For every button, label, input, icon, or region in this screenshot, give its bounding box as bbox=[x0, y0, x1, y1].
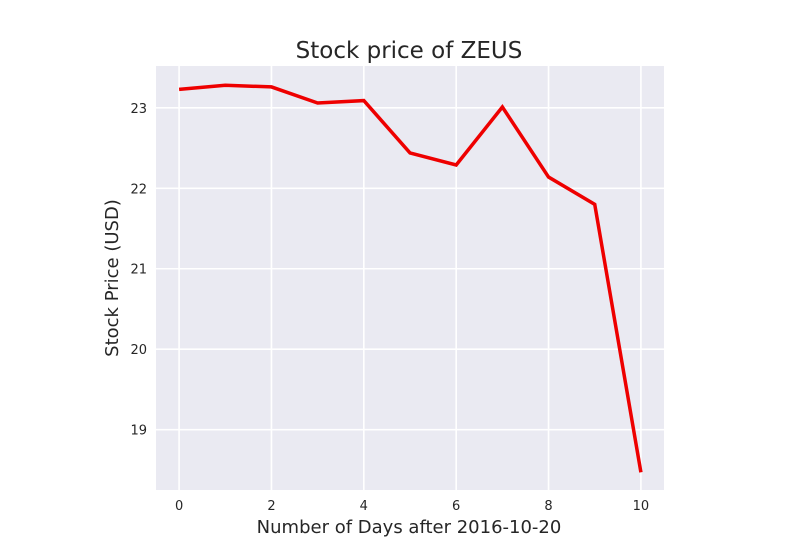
y-tick-label: 21 bbox=[130, 263, 147, 278]
x-tick-label: 2 bbox=[267, 499, 275, 514]
x-axis-ticks: 0 2 4 6 8 10 bbox=[175, 499, 649, 514]
y-axis-ticks: 19 20 21 22 23 bbox=[130, 102, 147, 439]
plot-area bbox=[156, 66, 664, 490]
series-group bbox=[178, 83, 643, 473]
y-tick-label: 20 bbox=[130, 343, 147, 358]
y-tick-label: 23 bbox=[130, 102, 147, 117]
x-tick-label: 6 bbox=[452, 499, 460, 514]
y-tick-label: 22 bbox=[130, 182, 147, 197]
x-tick-label: 4 bbox=[360, 499, 368, 514]
chart-title: Stock price of ZEUS bbox=[296, 38, 523, 64]
x-tick-label: 0 bbox=[175, 499, 183, 514]
y-tick-label: 19 bbox=[130, 424, 147, 439]
y-axis-label: Stock Price (USD) bbox=[102, 199, 123, 357]
x-tick-label: 8 bbox=[544, 499, 552, 514]
grid-lines bbox=[156, 66, 664, 490]
x-axis-label: Number of Days after 2016-10-20 bbox=[257, 517, 562, 538]
x-tick-label: 10 bbox=[633, 499, 650, 514]
